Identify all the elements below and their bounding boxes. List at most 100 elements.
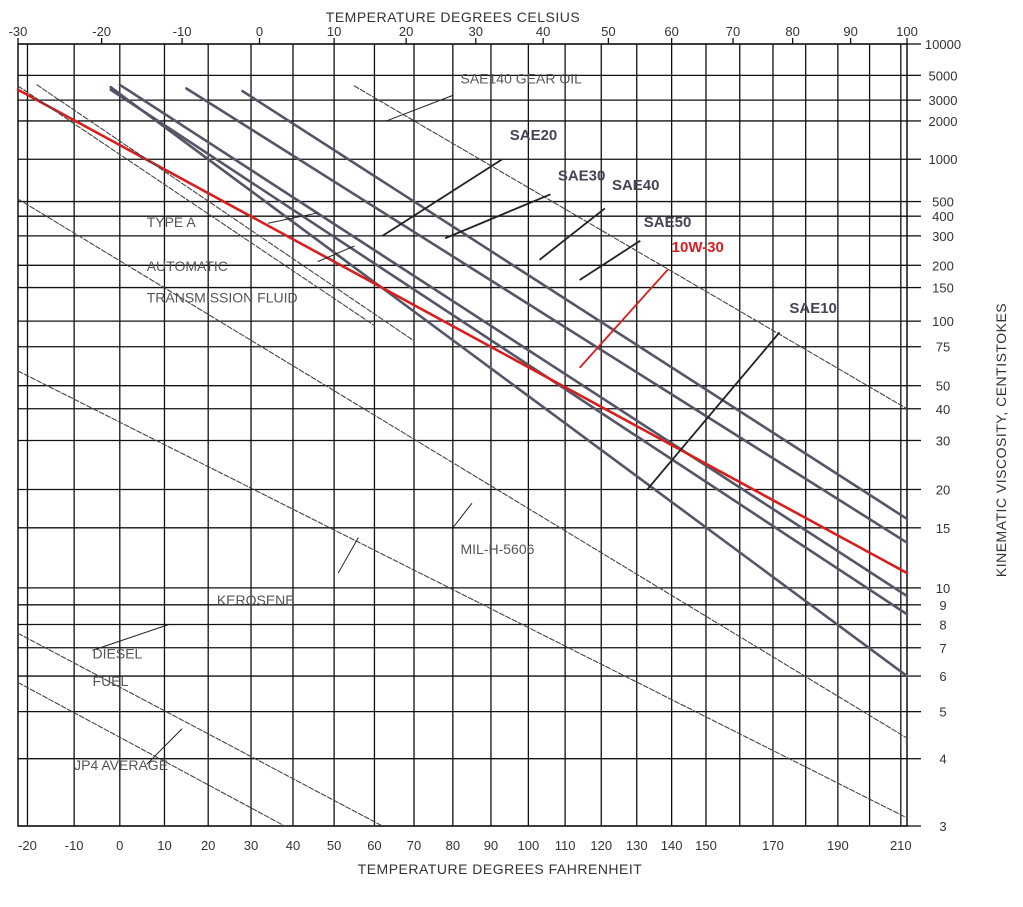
series-line-kerosene [17,370,908,819]
y-tick-label: 30 [936,433,950,448]
x-top-tick-label: 90 [843,24,857,39]
leader-line-sae20 [381,158,503,237]
series-line-10w-30 [16,88,909,575]
y-tick-label: 15 [936,521,950,536]
leader-line-sae50 [579,239,641,281]
y-tick-label: 3000 [929,93,958,108]
annotation-sae20: SAE20 [510,127,558,144]
x-top-tick-label: 10 [327,24,341,39]
x-bottom-tick-label: 40 [286,838,300,853]
x-top-tick-label: 20 [399,24,413,39]
leader-line-sae10 [646,331,781,491]
leader-line-type-a [267,212,318,224]
x-bottom-tick-label: 70 [407,838,421,853]
y-tick-label: 4 [939,752,946,767]
x-bottom-tick-label: 210 [890,838,912,853]
series-layer [16,83,909,827]
annotation-sae30: SAE30 [558,167,606,184]
series-line-diesel-fuel [17,632,383,827]
x-top-tick-label: 70 [726,24,740,39]
x-bottom-tick-label: 90 [484,838,498,853]
x-axis-top-title: TEMPERATURE DEGREES CELSIUS [326,9,580,25]
x-top-tick-label: -30 [9,24,28,39]
x-bottom-tick-label: 100 [518,838,540,853]
series-line-sae50 [241,89,909,521]
x-bottom-tick-label: 0 [116,838,123,853]
x-top-tick-label: 50 [601,24,615,39]
annotation-kerosene: KEROSENE [217,592,295,608]
leader-line-sae30 [444,193,551,240]
x-bottom-tick-label: 120 [590,838,612,853]
y-tick-label: 7 [939,641,946,656]
y-tick-label: 10 [936,581,950,596]
annotation-mil-h-5606: MIL-H-5606 [461,541,535,557]
x-top-tick-label: -20 [92,24,111,39]
x-top-tick-label: 30 [469,24,483,39]
annotation-fuel: FUEL [93,673,129,689]
y-tick-label: 10000 [925,37,961,52]
series-line-sae40 [185,87,909,544]
x-top-tick-label: 100 [896,24,918,39]
y-tick-label: 6 [939,669,946,684]
y-tick-label: 9 [939,598,946,613]
series-line-sae30 [118,83,909,598]
x-bottom-tick-label: -10 [65,838,84,853]
leader-line-10w-30 [578,268,669,369]
y-tick-label: 300 [932,229,954,244]
annotation-sae50: SAE50 [644,214,692,231]
series-line-jp4-average [17,681,286,827]
x-bottom-tick-label: 60 [367,838,381,853]
y-tick-label: 20 [936,482,950,497]
leader-line-kerosene [337,537,359,574]
y-axis-title: KINEMATIC VISCOSITY, CENTISTOKES [993,303,1009,577]
x-bottom-tick-label: 30 [244,838,258,853]
leader-layer [92,94,781,765]
x-axis-bottom-title: TEMPERATURE DEGREES FAHRENHEIT [358,861,643,877]
y-tick-label: 1000 [929,152,958,167]
y-tick-label: 40 [936,402,950,417]
x-bottom-tick-label: 190 [827,838,849,853]
y-tick-label: 150 [932,281,954,296]
x-bottom-tick-label: 50 [327,838,341,853]
series-line-sae10 [109,85,909,678]
series-line-type-a [17,85,375,327]
y-tick-label: 400 [932,209,954,224]
series-line-mil-h-5606 [17,198,908,739]
x-bottom-tick-label: 80 [446,838,460,853]
leader-line-sae140-gear-oil [386,94,454,122]
plot-frame [17,43,908,827]
annotation-jp4-average: JP4 AVERAGE [74,757,168,773]
annotation-automatic: AUTOMATIC [147,258,228,274]
leader-line-mil-h-5606 [452,502,473,529]
x-bottom-tick-label: 140 [661,838,683,853]
annotation-diesel: DIESEL [93,645,143,661]
y-tick-label: 8 [939,617,946,632]
leader-line-automatic [317,245,355,263]
x-top-tick-label: 40 [536,24,550,39]
x-top-tick-label: 0 [256,24,263,39]
series-line-automatic-transmission-fluid [36,84,415,342]
x-bottom-tick-label: 130 [626,838,648,853]
annotation-layer: SAE140 GEAR OIL SAE20 SAE30 SAE40 SAE50 10W-3… [74,71,837,773]
tick-layer: 1000050003000200010005004003002001501007… [9,24,961,853]
y-tick-label: 3 [939,819,946,834]
y-tick-label: 500 [932,195,954,210]
leader-line-diesel [92,624,170,651]
annotation-transmission-fluid: TRANSMISSION FLUID [147,289,298,305]
y-tick-label: 50 [936,379,950,394]
annotation-sae140-gear-oil: SAE140 GEAR OIL [461,71,583,87]
y-tick-label: 2000 [929,114,958,129]
x-bottom-tick-label: 110 [555,838,576,853]
y-tick-label: 75 [936,340,950,355]
annotation-sae10: SAE10 [789,300,837,317]
annotation-sae40: SAE40 [612,177,660,194]
x-bottom-tick-label: 10 [157,838,171,853]
annotation-10w-30: 10W-30 [672,239,724,256]
leader-line-jp4-average [146,728,183,765]
x-bottom-tick-label: -20 [18,838,37,853]
leader-line-sae40 [538,207,606,261]
y-tick-label: 100 [932,314,954,329]
x-top-tick-label: 60 [664,24,678,39]
x-top-tick-label: 80 [785,24,799,39]
x-bottom-tick-label: 20 [201,838,215,853]
